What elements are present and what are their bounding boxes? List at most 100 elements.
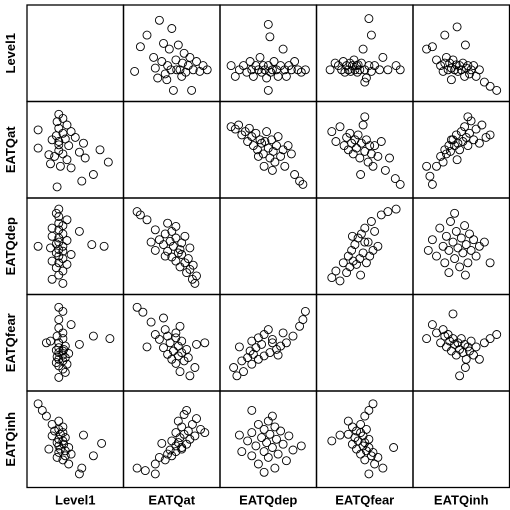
point-level1-vs-eatqfear xyxy=(58,334,68,344)
point-eatqat-vs-eatqdep xyxy=(192,271,201,281)
point-eatqdep-vs-eatqinh xyxy=(253,419,263,429)
point-eatqat-vs-eatqfear xyxy=(163,331,173,341)
point-level1-vs-eatqinh xyxy=(77,463,87,473)
point-eatqinh-vs-eatqfear xyxy=(436,338,446,348)
point-eatqinh-vs-eatqfear xyxy=(492,330,502,339)
point-eatqfear-vs-eatqat xyxy=(355,153,365,163)
point-eatqdep-vs-level1 xyxy=(242,67,252,77)
point-eatqinh-vs-eatqfear xyxy=(455,344,465,354)
point-level1-vs-eatqat xyxy=(46,159,55,169)
point-eatqdep-vs-eatqinh xyxy=(247,428,257,438)
point-eatqat-vs-level1 xyxy=(142,30,152,40)
point-level1-vs-eatqfear xyxy=(60,367,70,377)
point-eatqdep-vs-eatqinh xyxy=(270,463,280,473)
point-eatqfear-vs-eatqdep xyxy=(363,237,373,247)
point-eatqinh-vs-eatqfear xyxy=(461,354,471,364)
point-eatqat-vs-eatqfear xyxy=(190,363,200,372)
point-eatqinh-vs-eatqdep xyxy=(451,226,461,236)
point-eatqinh-vs-eatqfear xyxy=(441,342,451,352)
point-level1-vs-eatqinh xyxy=(88,451,98,461)
point-eatqfear-vs-eatqat xyxy=(380,165,390,175)
point-eatqdep-vs-eatqat xyxy=(244,123,254,133)
point-eatqinh-vs-level1 xyxy=(422,44,432,54)
point-eatqdep-vs-eatqfear xyxy=(259,351,269,361)
point-level1-vs-eatqdep xyxy=(51,239,61,249)
row-label-eatqfear: EATQfear xyxy=(3,313,18,372)
point-eatqat-vs-level1 xyxy=(188,65,198,75)
point-eatqat-vs-eatqfear xyxy=(171,333,181,343)
point-level1-vs-eatqinh xyxy=(50,426,60,436)
point-eatqat-vs-eatqdep xyxy=(160,251,170,261)
point-eatqfear-vs-eatqat xyxy=(347,138,357,148)
point-level1-vs-eatqat xyxy=(74,147,84,157)
point-eatqinh-vs-eatqdep xyxy=(453,243,463,253)
point-eatqat-vs-eatqfear xyxy=(182,344,192,354)
panel-eatqfear-eatqat xyxy=(122,293,221,392)
point-eatqdep-vs-eatqfear xyxy=(253,354,263,364)
point-level1-vs-eatqfear xyxy=(54,372,64,382)
point-eatqfear-vs-eatqat xyxy=(376,137,386,146)
point-eatqfear-vs-eatqat xyxy=(356,138,366,148)
point-eatqfear-vs-eatqdep xyxy=(338,258,348,268)
point-eatqat-vs-eatqinh xyxy=(154,452,164,462)
point-level1-vs-eatqdep xyxy=(62,259,72,269)
point-eatqdep-vs-eatqfear xyxy=(245,346,255,356)
point-eatqat-vs-eatqinh xyxy=(140,466,150,476)
point-eatqat-vs-level1 xyxy=(185,52,195,62)
point-eatqat-vs-eatqinh xyxy=(157,438,167,448)
point-eatqdep-vs-level1 xyxy=(248,71,258,81)
point-eatqat-vs-eatqinh xyxy=(200,428,210,438)
point-eatqinh-vs-eatqat xyxy=(444,141,454,151)
point-eatqfear-vs-eatqinh xyxy=(361,446,371,456)
point-eatqdep-vs-eatqat xyxy=(253,151,263,161)
point-eatqdep-vs-eatqat xyxy=(290,170,300,179)
point-eatqat-vs-eatqdep xyxy=(146,237,156,247)
point-eatqdep-vs-eatqat xyxy=(258,149,268,159)
point-eatqfear-vs-eatqdep xyxy=(331,266,341,276)
point-eatqat-vs-eatqdep xyxy=(150,225,160,235)
point-eatqinh-vs-eatqat xyxy=(471,124,481,134)
point-eatqinh-vs-level1 xyxy=(451,60,461,70)
point-eatqdep-vs-eatqat xyxy=(270,157,280,167)
point-eatqdep-vs-level1 xyxy=(263,19,273,29)
point-eatqat-vs-level1 xyxy=(135,42,145,52)
point-eatqfear-vs-level1 xyxy=(347,61,357,71)
point-eatqdep-vs-eatqinh xyxy=(272,434,281,444)
point-eatqfear-vs-eatqdep xyxy=(370,226,380,236)
point-eatqdep-vs-eatqinh xyxy=(253,459,263,469)
point-eatqat-vs-level1 xyxy=(175,65,185,75)
point-eatqinh-vs-eatqdep xyxy=(460,270,470,280)
panel-eatqat-eatqat xyxy=(122,100,221,199)
point-eatqat-vs-eatqfear xyxy=(150,330,160,339)
point-level1-vs-eatqat xyxy=(70,132,80,142)
point-eatqat-vs-level1 xyxy=(178,58,187,68)
point-eatqfear-vs-eatqdep xyxy=(391,204,401,214)
point-eatqat-vs-eatqdep xyxy=(160,229,170,239)
point-eatqdep-vs-eatqfear xyxy=(273,350,283,360)
point-eatqat-vs-eatqdep xyxy=(168,241,178,251)
point-eatqat-vs-eatqfear xyxy=(165,338,175,348)
point-eatqdep-vs-eatqinh xyxy=(296,441,306,451)
point-eatqat-vs-eatqdep xyxy=(154,235,164,245)
point-eatqfear-vs-eatqat xyxy=(365,141,375,151)
point-eatqfear-vs-eatqat xyxy=(353,130,363,140)
row-label-level1: Level1 xyxy=(3,33,18,73)
point-eatqat-vs-level1 xyxy=(153,73,163,83)
point-eatqfear-vs-eatqinh xyxy=(360,411,370,421)
point-eatqfear-vs-eatqat xyxy=(363,157,373,167)
point-level1-vs-eatqinh xyxy=(44,444,54,454)
point-eatqdep-vs-eatqfear xyxy=(263,325,273,335)
point-eatqat-vs-eatqdep xyxy=(135,210,145,220)
row-label-eatqat: EATQat xyxy=(3,126,18,173)
point-eatqinh-vs-eatqdep xyxy=(485,258,495,268)
point-eatqfear-vs-eatqdep xyxy=(360,237,370,247)
point-eatqfear-vs-eatqat xyxy=(352,143,361,153)
panel-eatqat-eatqfear xyxy=(315,100,414,199)
point-eatqinh-vs-level1 xyxy=(440,30,450,40)
point-eatqat-vs-eatqinh xyxy=(171,447,181,457)
point-eatqdep-vs-eatqat xyxy=(267,165,277,175)
point-eatqfear-vs-eatqinh xyxy=(347,422,357,432)
point-level1-vs-eatqinh xyxy=(64,443,74,452)
point-eatqinh-vs-eatqdep xyxy=(471,251,481,261)
point-eatqinh-vs-eatqfear xyxy=(448,309,458,319)
